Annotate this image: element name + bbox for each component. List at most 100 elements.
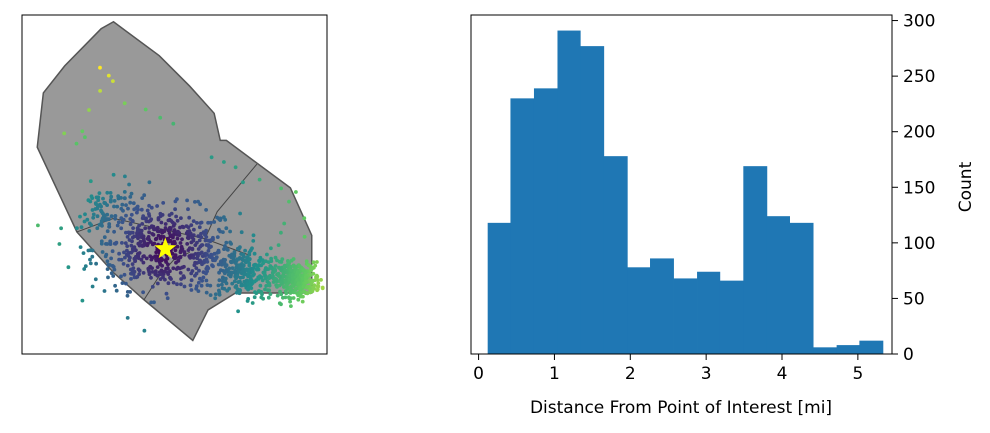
- scatter-point: [218, 218, 223, 223]
- scatter-point: [241, 269, 245, 274]
- scatter-point: [200, 278, 205, 283]
- scatter-point: [164, 291, 169, 296]
- scatter-point: [154, 271, 158, 275]
- scatter-point: [239, 230, 244, 235]
- scatter-point: [106, 275, 110, 280]
- scatter-point: [224, 281, 229, 286]
- scatter-point: [102, 235, 107, 240]
- scatter-point: [290, 273, 295, 277]
- y-tick-label: 250: [903, 67, 935, 87]
- scatter-point: [227, 253, 232, 258]
- scatter-point: [114, 288, 119, 293]
- scatter-point: [128, 222, 133, 227]
- scatter-point: [205, 252, 209, 257]
- scatter-point: [238, 264, 243, 269]
- scatter-point: [80, 129, 85, 134]
- scatter-point: [246, 297, 251, 301]
- scatter-point: [142, 193, 147, 198]
- scatter-point: [260, 258, 265, 262]
- scatter-point: [158, 211, 163, 216]
- scatter-point: [124, 213, 128, 218]
- scatter-point: [279, 280, 284, 285]
- scatter-point: [263, 259, 268, 264]
- scatter-point: [149, 275, 153, 280]
- scatter-point: [243, 283, 248, 288]
- scatter-point: [90, 254, 95, 259]
- map-axes-frame: [21, 14, 328, 355]
- scatter-point: [110, 264, 115, 268]
- scatter-point: [266, 260, 271, 264]
- scatter-point: [283, 279, 288, 283]
- scatter-point: [288, 299, 292, 304]
- scatter-point: [296, 297, 301, 302]
- scatter-point: [112, 267, 117, 272]
- scatter-point: [146, 219, 151, 224]
- scatter-point: [137, 241, 142, 246]
- scatter-point: [140, 222, 145, 226]
- scatter-point: [220, 282, 224, 287]
- scatter-point: [208, 283, 213, 288]
- scatter-point: [236, 257, 241, 261]
- scatter-point: [297, 264, 302, 268]
- scatter-point: [178, 241, 183, 245]
- scatter-point: [174, 214, 179, 219]
- scatter-point: [141, 290, 146, 295]
- scatter-point: [206, 249, 211, 253]
- scatter-point: [257, 259, 262, 264]
- scatter-point: [62, 131, 67, 136]
- scatter-point: [234, 276, 239, 281]
- scatter-point: [218, 259, 223, 264]
- scatter-point: [144, 216, 149, 221]
- scatter-point: [302, 289, 307, 294]
- scatter-point: [291, 296, 296, 300]
- scatter-point: [287, 261, 291, 266]
- scatter-point: [194, 271, 199, 276]
- scatter-point: [250, 301, 255, 305]
- scatter-point: [203, 238, 208, 243]
- scatter-point: [173, 253, 178, 257]
- scatter-point: [236, 309, 241, 314]
- scatter-point: [141, 254, 146, 259]
- scatter-point: [149, 205, 154, 210]
- scatter-point: [227, 266, 232, 271]
- scatter-point: [96, 198, 101, 203]
- scatter-point: [284, 283, 289, 288]
- scatter-point: [260, 292, 264, 297]
- scatter-point: [155, 281, 160, 286]
- scatter-point: [241, 275, 245, 280]
- scatter-point: [295, 277, 300, 282]
- scatter-point: [91, 215, 96, 220]
- scatter-point: [175, 282, 179, 287]
- scatter-point: [102, 214, 107, 218]
- scatter-point: [159, 220, 164, 225]
- scatter-point: [252, 251, 257, 256]
- scatter-point: [86, 248, 91, 253]
- scatter-point: [171, 121, 176, 126]
- scatter-point: [281, 295, 285, 300]
- scatter-point: [255, 267, 259, 272]
- scatter-point: [128, 217, 133, 221]
- map-points: [36, 65, 325, 333]
- scatter-point: [125, 235, 130, 239]
- scatter-point: [149, 300, 154, 305]
- scatter-point: [258, 283, 263, 288]
- scatter-point: [120, 241, 124, 245]
- scatter-point: [263, 276, 268, 281]
- scatter-point: [128, 290, 133, 294]
- scatter-point: [277, 283, 282, 288]
- scatter-point: [228, 229, 233, 234]
- scatter-point: [206, 266, 211, 271]
- scatter-point: [290, 280, 295, 284]
- scatter-point: [154, 236, 159, 241]
- scatter-point: [114, 240, 119, 245]
- scatter-point: [191, 256, 196, 260]
- scatter-point: [273, 267, 277, 272]
- scatter-point: [124, 203, 128, 208]
- scatter-point: [225, 288, 230, 293]
- scatter-point: [124, 230, 128, 235]
- scatter-point: [122, 101, 127, 106]
- scatter-point: [314, 273, 319, 278]
- scatter-point: [169, 211, 174, 216]
- scatter-point: [236, 280, 241, 284]
- scatter-point: [238, 288, 242, 292]
